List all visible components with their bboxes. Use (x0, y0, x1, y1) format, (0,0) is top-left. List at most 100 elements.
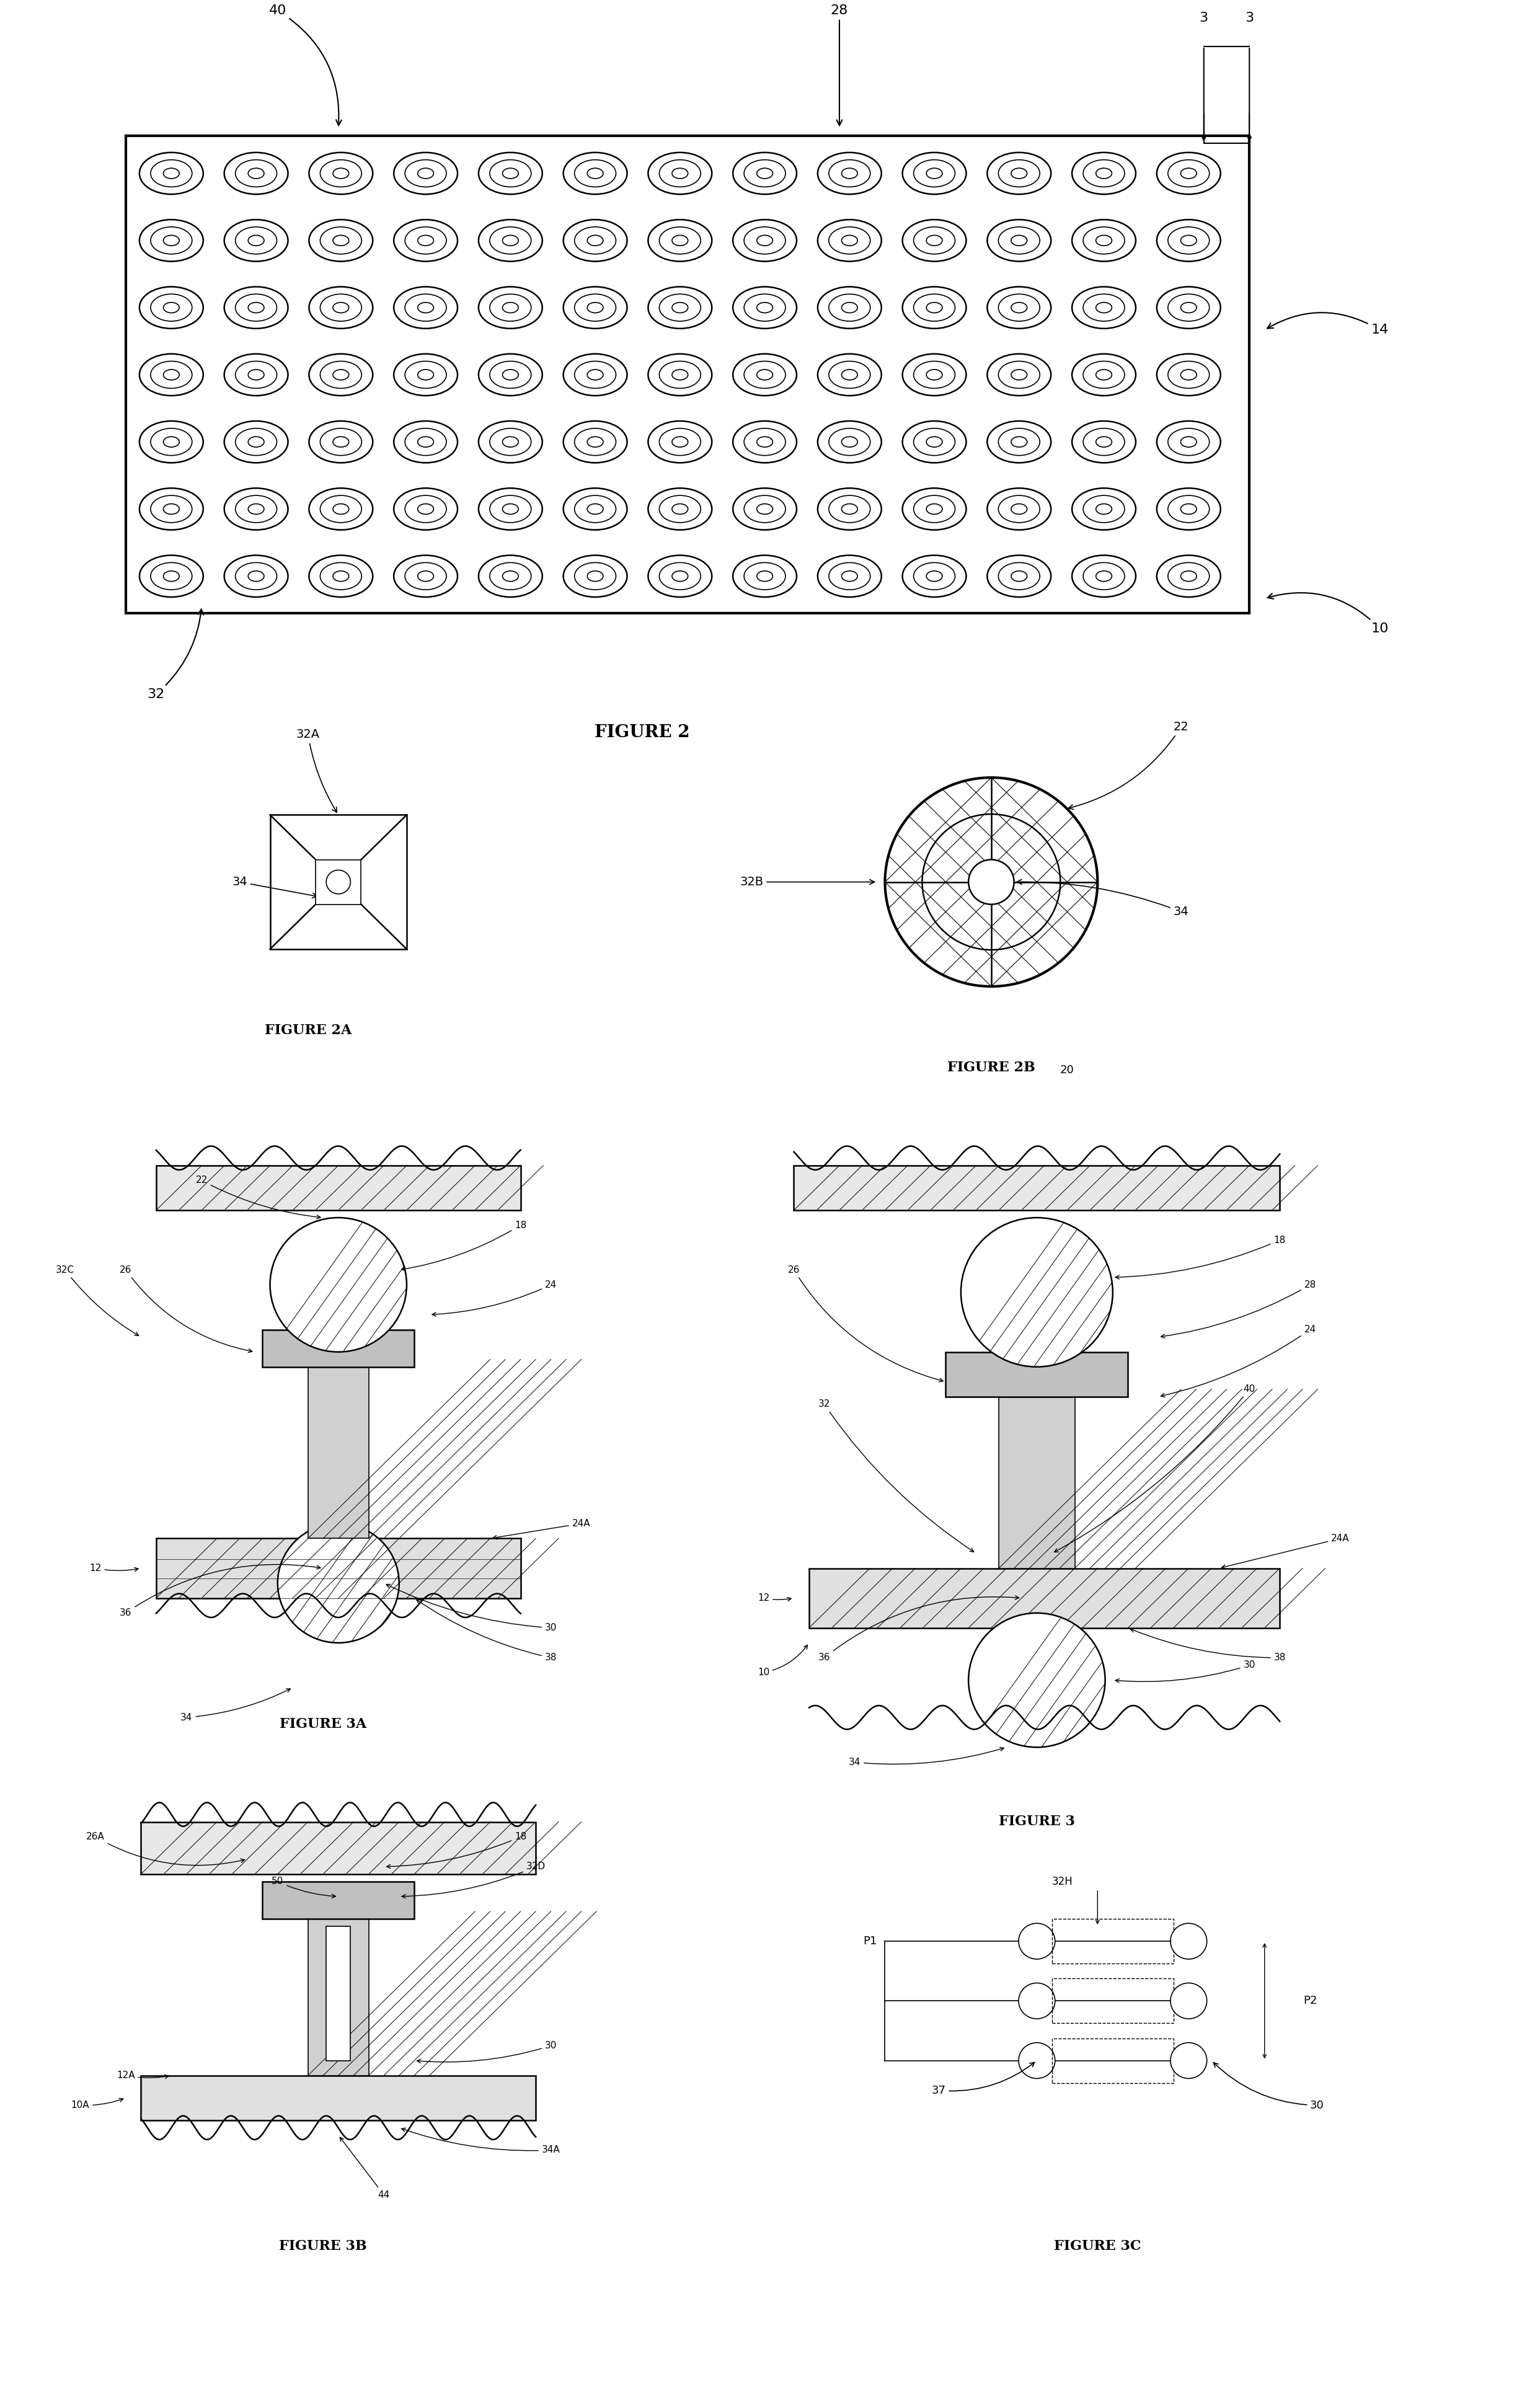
Ellipse shape (744, 496, 785, 523)
Ellipse shape (333, 303, 348, 313)
Ellipse shape (394, 152, 458, 195)
Ellipse shape (478, 421, 542, 462)
Ellipse shape (1083, 496, 1124, 523)
Ellipse shape (660, 429, 701, 455)
Bar (999, 1389, 1075, 1568)
Circle shape (1019, 1924, 1055, 1960)
Ellipse shape (308, 287, 373, 327)
Ellipse shape (757, 436, 773, 448)
Text: FIGURE 2: FIGURE 2 (594, 725, 690, 742)
Ellipse shape (757, 503, 773, 515)
Ellipse shape (733, 287, 797, 327)
Ellipse shape (502, 169, 518, 178)
Ellipse shape (1072, 354, 1136, 395)
Ellipse shape (235, 294, 276, 320)
Ellipse shape (1072, 219, 1136, 262)
Ellipse shape (333, 571, 348, 580)
Ellipse shape (151, 429, 192, 455)
Ellipse shape (902, 556, 967, 597)
Ellipse shape (988, 287, 1051, 327)
Ellipse shape (333, 436, 348, 448)
Ellipse shape (563, 354, 628, 395)
Ellipse shape (1180, 571, 1197, 580)
Ellipse shape (1011, 303, 1028, 313)
Ellipse shape (927, 169, 942, 178)
Ellipse shape (502, 236, 518, 246)
Ellipse shape (151, 226, 192, 255)
Ellipse shape (744, 294, 785, 320)
Ellipse shape (1011, 236, 1028, 246)
Text: 34: 34 (232, 877, 318, 898)
Ellipse shape (1180, 236, 1197, 246)
Ellipse shape (563, 556, 628, 597)
Ellipse shape (817, 489, 881, 530)
Ellipse shape (588, 571, 603, 580)
Ellipse shape (333, 503, 348, 515)
Text: FIGURE 3A: FIGURE 3A (279, 1717, 366, 1731)
Text: 18: 18 (1115, 1235, 1286, 1279)
Text: 12A: 12A (116, 2071, 168, 2081)
Ellipse shape (913, 294, 954, 320)
Text: FIGURE 2B: FIGURE 2B (947, 1062, 1035, 1074)
Ellipse shape (235, 226, 276, 255)
Text: 10: 10 (757, 1645, 808, 1678)
Ellipse shape (1157, 287, 1220, 327)
Ellipse shape (841, 169, 858, 178)
Ellipse shape (817, 219, 881, 262)
Ellipse shape (418, 436, 434, 448)
Ellipse shape (247, 368, 264, 380)
Ellipse shape (1083, 429, 1124, 455)
Ellipse shape (647, 421, 712, 462)
Text: 40: 40 (269, 5, 342, 125)
Ellipse shape (1180, 368, 1197, 380)
Text: 50: 50 (272, 1876, 336, 1898)
Ellipse shape (647, 287, 712, 327)
Ellipse shape (574, 294, 615, 320)
Ellipse shape (1157, 152, 1220, 195)
Bar (263, 1881, 414, 1919)
Ellipse shape (394, 421, 458, 462)
Ellipse shape (913, 226, 954, 255)
Text: 30: 30 (1214, 2064, 1324, 2112)
Ellipse shape (418, 303, 434, 313)
Ellipse shape (672, 236, 689, 246)
Ellipse shape (588, 503, 603, 515)
Ellipse shape (308, 489, 373, 530)
Ellipse shape (1083, 361, 1124, 388)
Ellipse shape (1157, 354, 1220, 395)
Circle shape (1170, 2042, 1206, 2078)
Bar (156, 1165, 521, 1211)
Text: 36: 36 (818, 1597, 1019, 1662)
Circle shape (278, 1524, 399, 1642)
Circle shape (327, 869, 351, 893)
Circle shape (1019, 1982, 1055, 2018)
Ellipse shape (913, 496, 954, 523)
Ellipse shape (235, 563, 276, 590)
Ellipse shape (478, 354, 542, 395)
Ellipse shape (321, 429, 362, 455)
Ellipse shape (490, 429, 531, 455)
Ellipse shape (490, 294, 531, 320)
Ellipse shape (1011, 169, 1028, 178)
Ellipse shape (163, 368, 179, 380)
Ellipse shape (235, 361, 276, 388)
Ellipse shape (574, 361, 615, 388)
Bar (809, 1568, 1280, 1628)
Ellipse shape (563, 152, 628, 195)
Ellipse shape (1168, 429, 1209, 455)
Ellipse shape (478, 152, 542, 195)
Ellipse shape (224, 287, 289, 327)
Ellipse shape (405, 563, 446, 590)
Text: 34: 34 (849, 1748, 1003, 1767)
Ellipse shape (151, 563, 192, 590)
Ellipse shape (405, 294, 446, 320)
Ellipse shape (502, 368, 518, 380)
Ellipse shape (563, 421, 628, 462)
Ellipse shape (841, 436, 858, 448)
Ellipse shape (744, 226, 785, 255)
Ellipse shape (247, 436, 264, 448)
Text: 38: 38 (417, 1599, 557, 1662)
Ellipse shape (1157, 421, 1220, 462)
Ellipse shape (478, 489, 542, 530)
Ellipse shape (418, 571, 434, 580)
